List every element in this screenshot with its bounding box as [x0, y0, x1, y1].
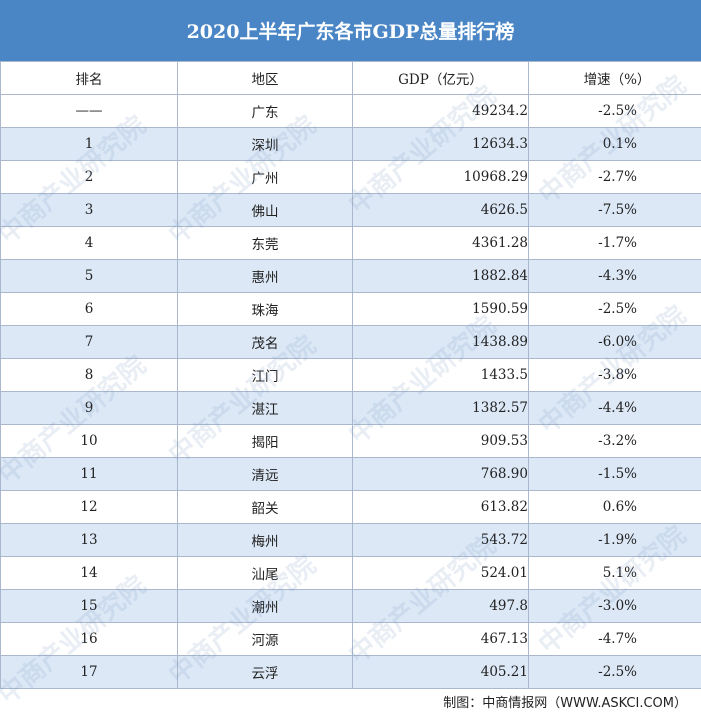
cell-rank: 14 — [0, 556, 178, 590]
table-row: 15 潮州 497.8 -3.0% — [0, 589, 701, 623]
cell-region: 云浮 — [177, 655, 353, 689]
table-row: 6 珠海 1590.59 -2.5% — [0, 292, 701, 326]
cell-gdp: 909.53 — [352, 424, 529, 458]
cell-region: 江门 — [177, 358, 353, 392]
cell-gdp: 10968.29 — [352, 160, 529, 194]
cell-gdp: 49234.2 — [352, 94, 529, 128]
cell-rank: 17 — [0, 655, 178, 689]
cell-gdp: 1882.84 — [352, 259, 529, 293]
cell-rank: 13 — [0, 523, 178, 557]
cell-region: 佛山 — [177, 193, 353, 227]
cell-gdp: 467.13 — [352, 622, 529, 656]
cell-gdp: 4626.5 — [352, 193, 529, 227]
cell-region: 广州 — [177, 160, 353, 194]
table-row: 14 汕尾 524.01 5.1% — [0, 556, 701, 590]
cell-growth: -4.3% — [528, 259, 701, 293]
header-growth: 增速（%） — [528, 61, 701, 95]
cell-rank: 5 — [0, 259, 178, 293]
cell-rank: —— — [0, 94, 178, 128]
cell-growth: -4.4% — [528, 391, 701, 425]
cell-gdp: 1590.59 — [352, 292, 529, 326]
cell-region: 清远 — [177, 457, 353, 491]
cell-gdp: 1438.89 — [352, 325, 529, 359]
table-row: 10 揭阳 909.53 -3.2% — [0, 424, 701, 458]
cell-region: 东莞 — [177, 226, 353, 260]
cell-region: 惠州 — [177, 259, 353, 293]
chart-title: 2020上半年广东各市GDP总量排行榜 — [0, 0, 701, 61]
cell-region: 广东 — [177, 94, 353, 128]
table-row: 12 韶关 613.82 0.6% — [0, 490, 701, 524]
table-row: 13 梅州 543.72 -1.9% — [0, 523, 701, 557]
cell-rank: 6 — [0, 292, 178, 326]
cell-rank: 8 — [0, 358, 178, 392]
source-credit: 制图：中商情报网（WWW.ASKCI.COM） — [443, 696, 687, 711]
cell-rank: 9 — [0, 391, 178, 425]
cell-gdp: 524.01 — [352, 556, 529, 590]
table-row: 11 清远 768.90 -1.5% — [0, 457, 701, 491]
cell-region: 深圳 — [177, 127, 353, 161]
cell-rank: 11 — [0, 457, 178, 491]
table-row: 1 深圳 12634.3 0.1% — [0, 127, 701, 161]
cell-rank: 16 — [0, 622, 178, 656]
cell-rank: 4 — [0, 226, 178, 260]
cell-region: 揭阳 — [177, 424, 353, 458]
cell-region: 珠海 — [177, 292, 353, 326]
table-row: —— 广东 49234.2 -2.5% — [0, 94, 701, 128]
cell-rank: 1 — [0, 127, 178, 161]
cell-region: 潮州 — [177, 589, 353, 623]
header-region: 地区 — [177, 61, 353, 95]
cell-growth: -2.5% — [528, 655, 701, 689]
table-row: 5 惠州 1882.84 -4.3% — [0, 259, 701, 293]
cell-gdp: 1433.5 — [352, 358, 529, 392]
cell-growth: 5.1% — [528, 556, 701, 590]
header-rank: 排名 — [0, 61, 178, 95]
header-row: 排名 地区 GDP（亿元） 增速（%） — [0, 61, 701, 95]
table-row: 17 云浮 405.21 -2.5% — [0, 655, 701, 689]
cell-growth: -1.5% — [528, 457, 701, 491]
cell-growth: -2.5% — [528, 292, 701, 326]
cell-growth: -4.7% — [528, 622, 701, 656]
cell-rank: 2 — [0, 160, 178, 194]
table-row: 9 湛江 1382.57 -4.4% — [0, 391, 701, 425]
cell-growth: -1.7% — [528, 226, 701, 260]
cell-region: 茂名 — [177, 325, 353, 359]
cell-region: 梅州 — [177, 523, 353, 557]
cell-gdp: 497.8 — [352, 589, 529, 623]
table-row: 8 江门 1433.5 -3.8% — [0, 358, 701, 392]
table-row: 16 河源 467.13 -4.7% — [0, 622, 701, 656]
cell-rank: 3 — [0, 193, 178, 227]
cell-region: 河源 — [177, 622, 353, 656]
cell-growth: -3.2% — [528, 424, 701, 458]
header-gdp: GDP（亿元） — [352, 61, 529, 95]
cell-gdp: 12634.3 — [352, 127, 529, 161]
cell-rank: 7 — [0, 325, 178, 359]
cell-rank: 12 — [0, 490, 178, 524]
cell-gdp: 405.21 — [352, 655, 529, 689]
table-row: 7 茂名 1438.89 -6.0% — [0, 325, 701, 359]
cell-rank: 10 — [0, 424, 178, 458]
cell-growth: -6.0% — [528, 325, 701, 359]
gdp-ranking-table: 排名 地区 GDP（亿元） 增速（%） —— 广东 49234.2 -2.5% 1 深圳 1… — [0, 61, 701, 689]
cell-region: 湛江 — [177, 391, 353, 425]
cell-growth: 0.1% — [528, 127, 701, 161]
cell-growth: -7.5% — [528, 193, 701, 227]
table-row: 2 广州 10968.29 -2.7% — [0, 160, 701, 194]
table-row: 4 东莞 4361.28 -1.7% — [0, 226, 701, 260]
cell-growth: -1.9% — [528, 523, 701, 557]
cell-growth: 0.6% — [528, 490, 701, 524]
table-body: —— 广东 49234.2 -2.5% 1 深圳 12634.3 0.1% 2 广州 10968.2… — [0, 94, 701, 689]
cell-growth: -2.5% — [528, 94, 701, 128]
cell-rank: 15 — [0, 589, 178, 623]
cell-growth: -3.8% — [528, 358, 701, 392]
cell-gdp: 613.82 — [352, 490, 529, 524]
cell-gdp: 1382.57 — [352, 391, 529, 425]
cell-gdp: 543.72 — [352, 523, 529, 557]
cell-region: 汕尾 — [177, 556, 353, 590]
cell-growth: -2.7% — [528, 160, 701, 194]
cell-gdp: 4361.28 — [352, 226, 529, 260]
cell-growth: -3.0% — [528, 589, 701, 623]
cell-gdp: 768.90 — [352, 457, 529, 491]
table-row: 3 佛山 4626.5 -7.5% — [0, 193, 701, 227]
cell-region: 韶关 — [177, 490, 353, 524]
